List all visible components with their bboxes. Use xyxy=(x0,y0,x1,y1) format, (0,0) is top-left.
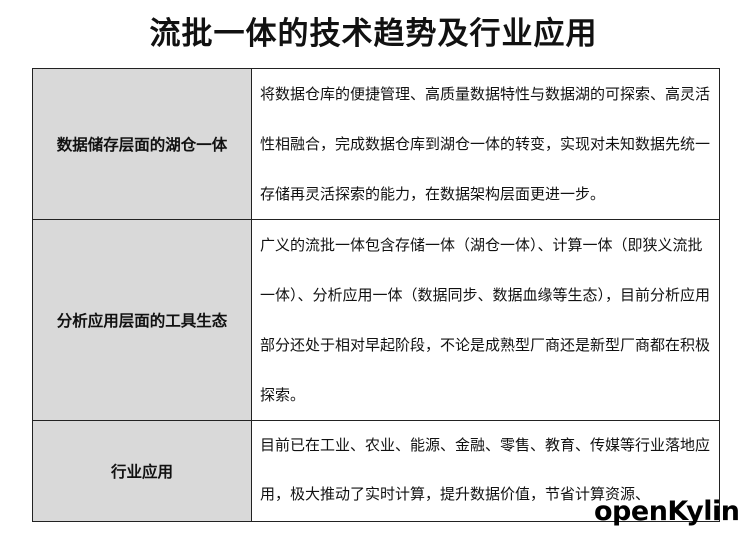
page-title: 流批一体的技术趋势及行业应用 xyxy=(149,16,598,52)
watermark-logo: openKylin xyxy=(594,496,740,527)
row-content: 目前已在工业、农业、能源、金融、零售、教育、传媒等行业落地应用，极大推动了实时计… xyxy=(251,420,720,522)
row-heading: 行业应用 xyxy=(32,420,252,522)
row-heading: 数据储存层面的湖仓一体 xyxy=(32,68,252,220)
row-content: 将数据仓库的便捷管理、高质量数据特性与数据湖的可探索、高灵活性相融合，完成数据仓… xyxy=(251,68,720,220)
table-row: 分析应用层面的工具生态 广义的流批一体包含存储一体（湖仓一体）、计算一体（即狭义… xyxy=(32,219,720,421)
table-row: 数据储存层面的湖仓一体 将数据仓库的便捷管理、高质量数据特性与数据湖的可探索、高… xyxy=(32,68,720,220)
row-heading: 分析应用层面的工具生态 xyxy=(32,219,252,421)
row-content: 广义的流批一体包含存储一体（湖仓一体）、计算一体（即狭义流批一体）、分析应用一体… xyxy=(251,219,720,421)
table-row: 行业应用 目前已在工业、农业、能源、金融、零售、教育、传媒等行业落地应用，极大推… xyxy=(32,420,720,522)
trend-table: 数据储存层面的湖仓一体 将数据仓库的便捷管理、高质量数据特性与数据湖的可探索、高… xyxy=(32,68,720,522)
